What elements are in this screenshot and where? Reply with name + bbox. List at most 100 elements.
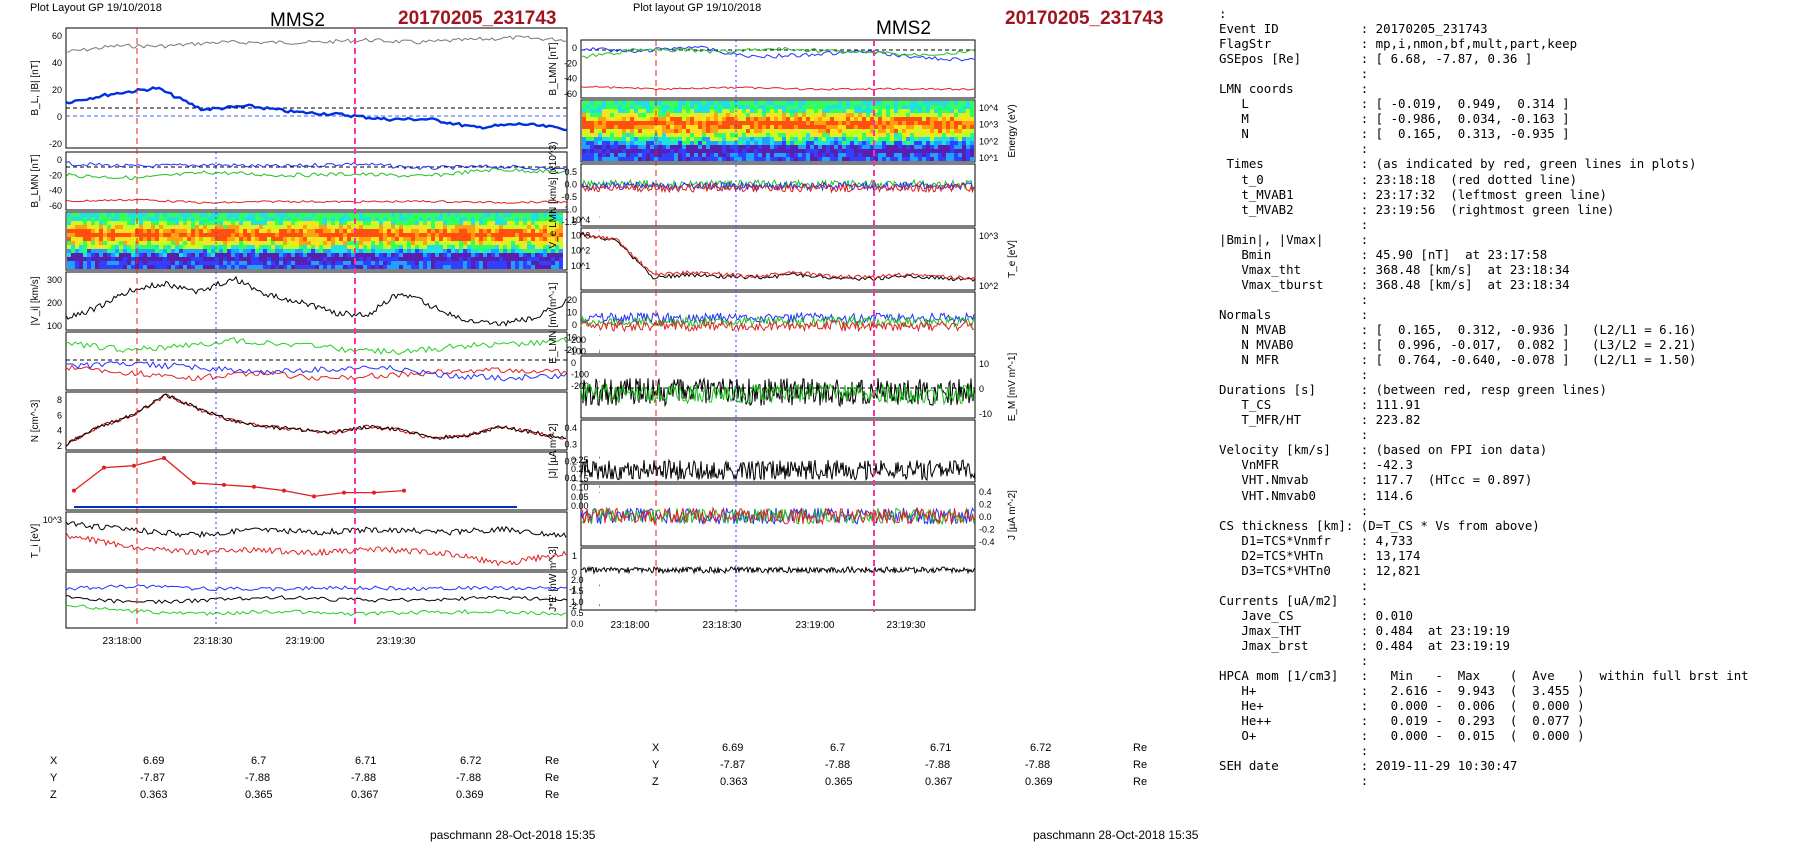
panel2-ytick-label: 0 <box>572 320 577 330</box>
panel2-pos-y2: -7.88 <box>925 759 951 771</box>
panel2-time-tick: 23:19:30 <box>887 620 926 631</box>
info-line: HPCA mom [1/cm3] : Min - Max ( Ave ) wit… <box>1219 668 1749 684</box>
panel1-ytick-label: 100 <box>47 321 62 331</box>
panel2-ytick-label: -1.5 <box>561 217 577 227</box>
panel2-bl-series <box>580 46 975 59</box>
info-line: H+ : 2.616 - 9.943 ( 3.455 ) <box>1219 683 1585 699</box>
panel1-pos-y1: -7.88 <box>245 772 271 784</box>
panel2-ytick-label: 0.4 <box>979 487 992 497</box>
panel1-ptot-series <box>66 595 568 605</box>
panel2-layout-label: Plot layout GP 19/10/2018 <box>633 2 762 14</box>
panel1-ylabel: |V_i| [km/s] <box>30 276 41 325</box>
panel2-pos-label-z: Z <box>652 776 659 788</box>
panel1-ytick-label: 2 <box>57 441 62 451</box>
panel1-ytick-label: 100 <box>571 347 586 357</box>
panel2-pos-x2: 6.71 <box>930 742 952 754</box>
panel1-tperp-series <box>65 532 567 567</box>
info-line: VHT.Nmvab : 117.7 (HTcc = 0.897) <box>1219 472 1533 488</box>
panel2-subplot-frame <box>580 39 976 99</box>
panel2-pos-z3: 0.369 <box>1025 776 1053 788</box>
panel2-ytick-label: -1 <box>569 584 577 594</box>
panel1-ytick-label: 0 <box>57 112 62 122</box>
panel1-ytick-label: 200 <box>47 298 62 308</box>
panel1-tpar-series <box>65 521 567 539</box>
panel1-ytick-label: 2.0 <box>571 575 584 585</box>
panel1-ylabel: V_i LMN [km/s] <box>599 327 600 395</box>
panel1-ytick-label: 200 <box>571 335 586 345</box>
panel1-ni-series <box>65 393 567 447</box>
info-line: O+ : 0.000 - 0.015 ( 0.000 ) <box>1219 728 1585 744</box>
panel2-ytick-label: -60 <box>564 89 577 99</box>
panel2-ytick-label: -1.0 <box>561 205 577 215</box>
panel2-pos-y1: -7.88 <box>825 759 851 771</box>
panel2-ytick-label: -0.5 <box>561 192 577 202</box>
panel2-ytick-label: 10^3 <box>979 231 998 241</box>
panel1-bl-series <box>65 86 567 132</box>
panel1-pos-z1: 0.365 <box>245 789 273 801</box>
panel1-pi-series <box>65 604 568 617</box>
info-line: : <box>1219 502 1369 518</box>
info-line: Jmax_brst : 0.484 at 23:19:19 <box>1219 637 1510 653</box>
info-line: : <box>1219 216 1369 232</box>
info-line: Vmax_tburst : 368.48 [km/s] at 23:18:34 <box>1219 276 1570 292</box>
panel2-ytick-label: 10^1 <box>979 153 998 163</box>
info-line: |Bmin|, |Vmax| : <box>1219 231 1369 247</box>
panel1-pos-label-z: Z <box>50 789 57 801</box>
panel1-ytick-label: 0.05 <box>571 492 589 502</box>
panel1-vn-series <box>65 361 568 382</box>
panel2-pos-y0: -7.87 <box>720 759 746 771</box>
panel1-layout-label: Plot Layout GP 19/10/2018 <box>30 2 162 14</box>
panel2-pos-unit-y: Re <box>1133 759 1148 771</box>
panel1-pb-series <box>65 584 568 592</box>
info-line: N : [ 0.165, 0.313, -0.935 ] <box>1219 126 1570 142</box>
panel1-subplot-frame <box>65 331 568 391</box>
panel2-ytick-label: 0 <box>979 384 984 394</box>
panel2-ytick-label: -10 <box>979 409 992 419</box>
panel1-nhe-series <box>73 457 405 498</box>
panel1-time-tick: 23:18:00 <box>103 636 142 647</box>
info-line: : <box>1219 743 1369 759</box>
panel2-ytick-label: -0.4 <box>979 537 995 547</box>
panel2-e-series <box>580 315 975 329</box>
panel2-ylabel: Energy (eV) <box>1007 104 1018 157</box>
info-line: M : [ -0.986, 0.034, -0.163 ] <box>1219 111 1570 127</box>
info-line: CS thickness [km]: (D=T_CS * Vs from abo… <box>1219 517 1540 533</box>
panel1-pos-label-y: Y <box>50 772 58 784</box>
panel1-subplot-frame <box>65 511 568 571</box>
panel1-subplot-frame <box>65 211 568 271</box>
info-line: : <box>1219 653 1369 669</box>
panel2-pos-z0: 0.363 <box>720 776 748 788</box>
panel1-position-table: X Y Z 6.69 6.7 6.71 6.72 -7.87 -7.88 -7.… <box>0 0 600 820</box>
panel1-ytick-label: -100 <box>571 370 589 380</box>
panel1-pos-unit-x: Re <box>545 755 560 767</box>
panel1-subplot-frame <box>65 391 568 451</box>
panel2-bm-series <box>580 85 975 91</box>
info-line: N MFR : [ 0.764, -0.640, -0.078 ] (L2/L1… <box>1219 352 1697 368</box>
panel1-ytick-label: 0.0 <box>571 619 584 629</box>
panel2-ytick-label: 0.4 <box>564 423 577 433</box>
panel2-time-tick: 23:18:00 <box>611 620 650 631</box>
panel2-ytick-label: 20 <box>567 295 577 305</box>
panel2-e-series <box>580 319 974 333</box>
panel1-pos-y0: -7.87 <box>140 772 166 784</box>
panel2-ytick-label: -10 <box>564 333 577 343</box>
panel1-ytick-label: 4 <box>57 426 62 436</box>
panel2-jmag-series <box>580 458 976 482</box>
panel2-pos-unit-z: Re <box>1133 776 1148 788</box>
info-line: LMN coords : <box>1219 81 1369 97</box>
panel2-ytick-label: -2 <box>569 601 577 611</box>
panel2-ytick-label: -20 <box>564 58 577 68</box>
panel2-time-tick: 23:18:30 <box>703 620 742 631</box>
panel2-bn-series <box>580 45 975 62</box>
panel1-ytick-label: -40 <box>49 186 62 196</box>
panel2-ytick-label: 10^2 <box>979 136 998 146</box>
info-line: GSEpos [Re] : [ 6.68, -7.87, 0.36 ] <box>1219 51 1533 67</box>
panel1-ytick-label: 6 <box>57 410 62 420</box>
panel2-ve-series <box>580 178 975 190</box>
panel2-footer: paschmann 28-Oct-2018 15:35 <box>1033 828 1199 842</box>
panel1-footer: paschmann 28-Oct-2018 15:35 <box>430 828 596 842</box>
panel1-ylabel: Energy (eV) <box>599 214 600 267</box>
info-line: : <box>1219 291 1369 307</box>
info-line: T_CS : 111.91 <box>1219 397 1421 413</box>
info-line: : <box>1219 773 1369 789</box>
